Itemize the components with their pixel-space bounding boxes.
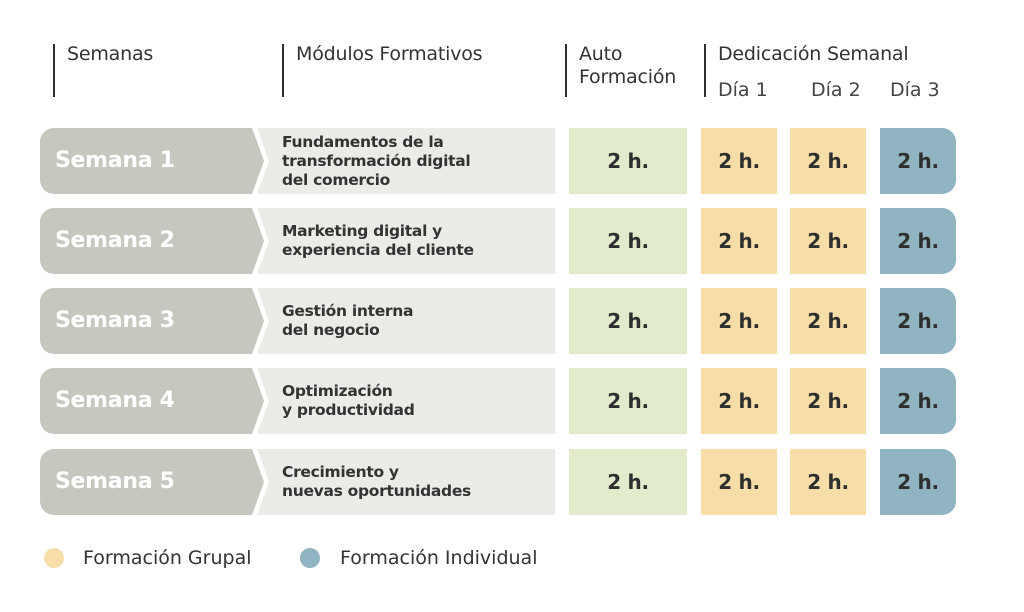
legend-group-label: Formación Grupal bbox=[83, 547, 252, 569]
header-divider-weeks bbox=[53, 44, 55, 97]
day1-hours: 2 h. bbox=[701, 288, 777, 354]
day3-hours: 2 h. bbox=[880, 128, 956, 194]
table-row: Semana 3 Gestión interna del negocio 2 h… bbox=[40, 288, 956, 354]
week-label: Semana 2 bbox=[40, 208, 252, 274]
header-divider-dedication bbox=[704, 44, 706, 97]
week-arrow-tip bbox=[252, 208, 264, 274]
day1-hours: 2 h. bbox=[701, 208, 777, 274]
week-arrow-tip bbox=[252, 449, 264, 515]
module-label: Optimización y productividad bbox=[282, 382, 415, 419]
day3-hours: 2 h. bbox=[880, 288, 956, 354]
week-label: Semana 4 bbox=[40, 368, 252, 434]
day2-hours: 2 h. bbox=[790, 449, 866, 515]
module-cell: Fundamentos de la transformación digital… bbox=[257, 128, 555, 194]
auto-formacion-hours: 2 h. bbox=[569, 368, 687, 434]
header-day2: Día 2 bbox=[811, 79, 861, 101]
week-label: Semana 5 bbox=[40, 449, 252, 515]
header-modules: Módulos Formativos bbox=[296, 43, 483, 65]
auto-formacion-hours: 2 h. bbox=[569, 128, 687, 194]
day1-hours: 2 h. bbox=[701, 128, 777, 194]
header-auto-line1: Auto bbox=[579, 43, 623, 65]
table-row: Semana 2 Marketing digital y experiencia… bbox=[40, 208, 956, 274]
day1-hours: 2 h. bbox=[701, 368, 777, 434]
module-label: Crecimiento y nuevas oportunidades bbox=[282, 463, 471, 500]
module-label: Fundamentos de la transformación digital… bbox=[282, 132, 471, 189]
day3-hours: 2 h. bbox=[880, 449, 956, 515]
day1-hours: 2 h. bbox=[701, 449, 777, 515]
week-arrow-tip bbox=[252, 368, 264, 434]
header-dedication: Dedicación Semanal bbox=[718, 43, 909, 65]
auto-formacion-hours: 2 h. bbox=[569, 449, 687, 515]
day3-hours: 2 h. bbox=[880, 368, 956, 434]
legend-individual-dot bbox=[300, 548, 320, 568]
table-row: Semana 4 Optimización y productividad 2 … bbox=[40, 368, 956, 434]
day2-hours: 2 h. bbox=[790, 128, 866, 194]
header-auto-line2: Formación bbox=[579, 66, 677, 88]
auto-formacion-hours: 2 h. bbox=[569, 288, 687, 354]
legend-group-dot bbox=[44, 548, 64, 568]
week-label: Semana 3 bbox=[40, 288, 252, 354]
module-cell: Marketing digital y experiencia del clie… bbox=[257, 208, 555, 274]
week-arrow-tip bbox=[252, 288, 264, 354]
module-cell: Optimización y productividad bbox=[257, 368, 555, 434]
day2-hours: 2 h. bbox=[790, 368, 866, 434]
header-divider-auto bbox=[565, 44, 567, 97]
auto-formacion-hours: 2 h. bbox=[569, 208, 687, 274]
header-day1: Día 1 bbox=[718, 79, 768, 101]
module-cell: Crecimiento y nuevas oportunidades bbox=[257, 449, 555, 515]
header-divider-modules bbox=[282, 44, 284, 97]
day2-hours: 2 h. bbox=[790, 288, 866, 354]
table-row: Semana 5 Crecimiento y nuevas oportunida… bbox=[40, 449, 956, 515]
table-row: Semana 1 Fundamentos de la transformació… bbox=[40, 128, 956, 194]
day3-hours: 2 h. bbox=[880, 208, 956, 274]
header-weeks: Semanas bbox=[67, 43, 154, 65]
header-day3: Día 3 bbox=[890, 79, 940, 101]
week-arrow-tip bbox=[252, 128, 264, 194]
module-label: Marketing digital y experiencia del clie… bbox=[282, 222, 474, 259]
module-cell: Gestión interna del negocio bbox=[257, 288, 555, 354]
week-label: Semana 1 bbox=[40, 128, 252, 194]
module-label: Gestión interna del negocio bbox=[282, 302, 414, 339]
legend-individual-label: Formación Individual bbox=[340, 547, 538, 569]
day2-hours: 2 h. bbox=[790, 208, 866, 274]
